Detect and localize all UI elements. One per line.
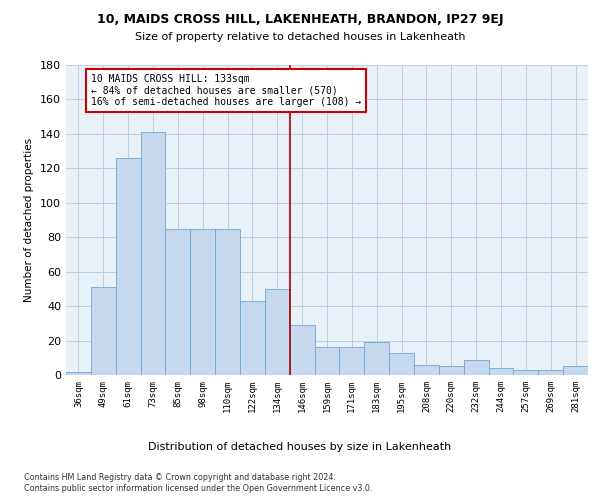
Text: 10 MAIDS CROSS HILL: 133sqm
← 84% of detached houses are smaller (570)
16% of se: 10 MAIDS CROSS HILL: 133sqm ← 84% of det… — [91, 74, 361, 107]
Bar — [563, 366, 588, 375]
Bar — [265, 289, 290, 375]
Bar — [66, 372, 91, 375]
Bar — [414, 364, 439, 375]
Text: Contains public sector information licensed under the Open Government Licence v3: Contains public sector information licen… — [24, 484, 373, 493]
Bar — [389, 352, 414, 375]
Bar — [514, 370, 538, 375]
Text: Size of property relative to detached houses in Lakenheath: Size of property relative to detached ho… — [135, 32, 465, 42]
Bar — [538, 370, 563, 375]
Bar — [464, 360, 488, 375]
Bar — [190, 228, 215, 375]
Bar — [240, 301, 265, 375]
Bar — [140, 132, 166, 375]
Bar — [488, 368, 514, 375]
Text: 10, MAIDS CROSS HILL, LAKENHEATH, BRANDON, IP27 9EJ: 10, MAIDS CROSS HILL, LAKENHEATH, BRANDO… — [97, 12, 503, 26]
Bar — [91, 287, 116, 375]
Text: Distribution of detached houses by size in Lakenheath: Distribution of detached houses by size … — [148, 442, 452, 452]
Bar — [116, 158, 140, 375]
Y-axis label: Number of detached properties: Number of detached properties — [25, 138, 34, 302]
Bar — [439, 366, 464, 375]
Bar — [215, 228, 240, 375]
Bar — [364, 342, 389, 375]
Bar — [290, 325, 314, 375]
Bar — [314, 348, 340, 375]
Bar — [340, 348, 364, 375]
Text: Contains HM Land Registry data © Crown copyright and database right 2024.: Contains HM Land Registry data © Crown c… — [24, 472, 336, 482]
Bar — [166, 228, 190, 375]
